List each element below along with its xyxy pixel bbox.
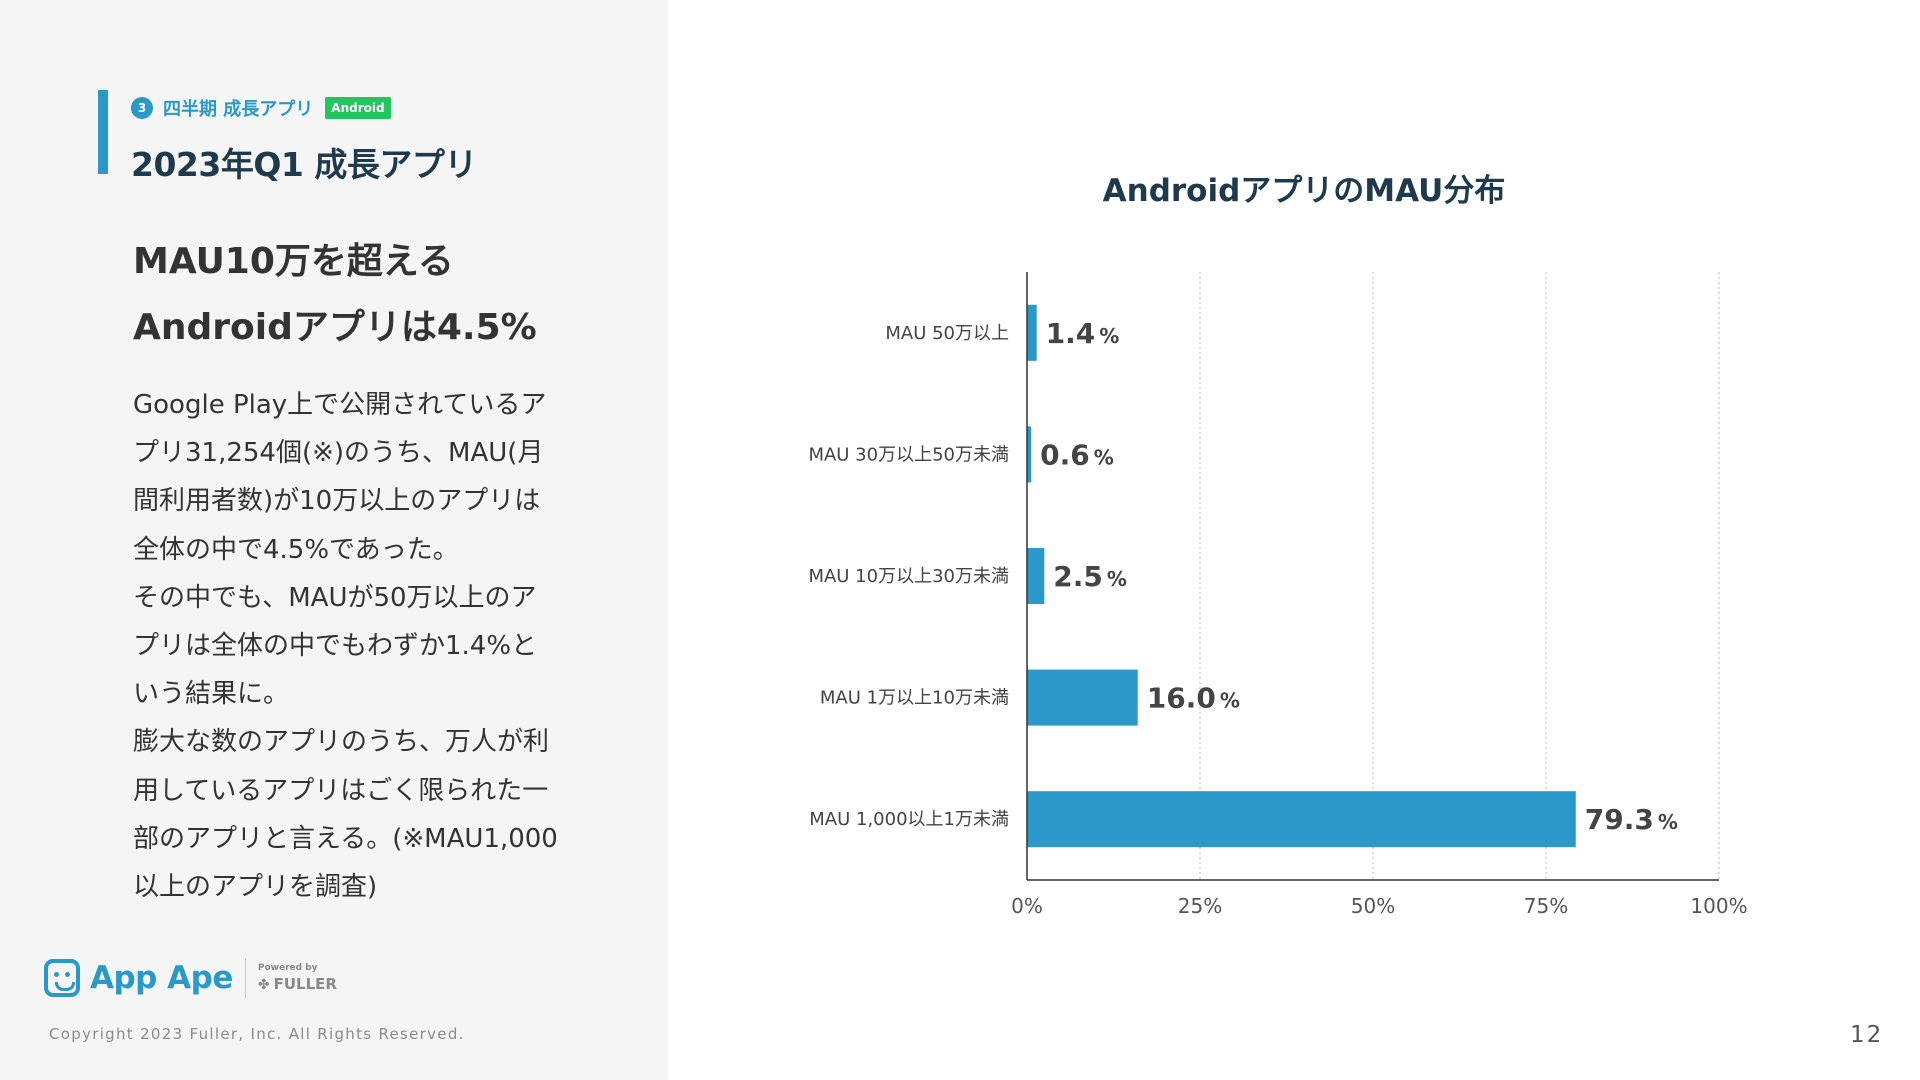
body-line: 全体の中で4.5%であった。 [133, 534, 459, 565]
x-tick-label: 50% [1351, 894, 1395, 918]
data-label: 2.5% [1053, 560, 1127, 593]
body-line: 膨大な数のアプリのうち、万人が利 [133, 727, 550, 758]
data-label-unit: % [1107, 567, 1127, 591]
bar [1027, 669, 1138, 726]
page-number: 12 [1850, 1022, 1884, 1048]
app-ape-monkey-icon [44, 959, 80, 997]
copyright: Copyright 2023 Fuller, Inc. All Rights R… [49, 1025, 465, 1043]
category-label: MAU 1,000以上1万未満 [809, 809, 1009, 830]
data-label-unit: % [1220, 689, 1240, 713]
data-label-unit: % [1094, 445, 1114, 469]
x-tick-label: 100% [1690, 894, 1747, 918]
headline-line-1: MAU10万を超える [133, 241, 454, 282]
body-line: 間利用者数)が10万以上のアプリは [133, 486, 541, 517]
bar [1027, 548, 1045, 604]
section-label: 四半期 成長アプリ [163, 99, 314, 120]
bars-layer: 1.4 % 0.6 % 2.5 % 16.0 % 79.3% [1027, 304, 1678, 848]
body-line: いう結果に。 [133, 679, 290, 710]
mau-distribution-chart: AndroidアプリのMAU分布 1.4 %0.6 %2.5 %16.0 %79.3% … [808, 173, 1748, 918]
data-label-unit: % [1099, 324, 1119, 348]
accent-bar [98, 90, 108, 174]
body-line: プリは全体の中でもわずか1.4%と [133, 631, 538, 662]
section-header: 3 四半期 成長アプリ Android [131, 95, 391, 121]
x-tick-label: 25% [1178, 894, 1222, 918]
x-tick-label: 75% [1524, 894, 1568, 918]
data-label: 79.3% [1585, 803, 1678, 836]
category-label: MAU 10万以上30万未満 [808, 566, 1009, 587]
category-label: MAU 50万以上 [885, 323, 1009, 344]
chart-title: AndroidアプリのMAU分布 [1103, 173, 1506, 209]
body-line: プリ31,254個(※)のうち、MAU(月 [133, 438, 544, 469]
category-label: MAU 30万以上50万未満 [808, 444, 1009, 465]
bar [1027, 304, 1037, 361]
body-line: その中でも、MAUが50万以上のア [133, 582, 537, 613]
platform-badge: Android [325, 97, 391, 119]
data-label: 1.4% [1046, 317, 1120, 350]
axis-layer: 0% 25% 50% 75% 100% MAU 50万以上 MAU 30万以上50万未満 MA… [808, 272, 1748, 918]
bar [1027, 791, 1576, 848]
left-panel [0, 0, 668, 1080]
fuller-text: FULLER [273, 975, 337, 993]
app-ape-logo: App Ape Powered by ✤ FULLER [44, 954, 337, 1002]
section-number-badge: 3 [131, 97, 153, 119]
logo-text: App Ape [90, 960, 233, 996]
body-line: Google Play上で公開されているア [133, 390, 547, 420]
body-line: 用しているアプリはごく限られた一 [133, 775, 549, 806]
fuller-logo: ✤ FULLER [258, 975, 337, 993]
data-label: 0.6% [1040, 438, 1114, 471]
powered-by-text: Powered by [257, 963, 318, 973]
body-text: Google Play上で公開されているア プリ31,254個(※)のうち、MA… [133, 381, 603, 911]
category-label: MAU 1万以上10万未満 [820, 688, 1009, 709]
grid-layer [1199, 272, 1720, 880]
logo-divider [244, 958, 246, 998]
body-line: 以上のアプリを調査) [133, 872, 378, 903]
x-tick-label: 0% [1011, 894, 1043, 918]
data-label-unit: % [1658, 810, 1678, 834]
page-title: 2023年Q1 成長アプリ [131, 145, 477, 184]
headline-line-2: Androidアプリは4.5% [133, 307, 537, 348]
powered-by-fuller: Powered by ✤ FULLER [258, 963, 337, 993]
bar [1027, 426, 1032, 483]
fuller-icon: ✤ [257, 977, 270, 993]
data-label: 16.0% [1147, 682, 1240, 715]
body-line: 部のアプリと言える。(※MAU1,000 [133, 823, 558, 854]
